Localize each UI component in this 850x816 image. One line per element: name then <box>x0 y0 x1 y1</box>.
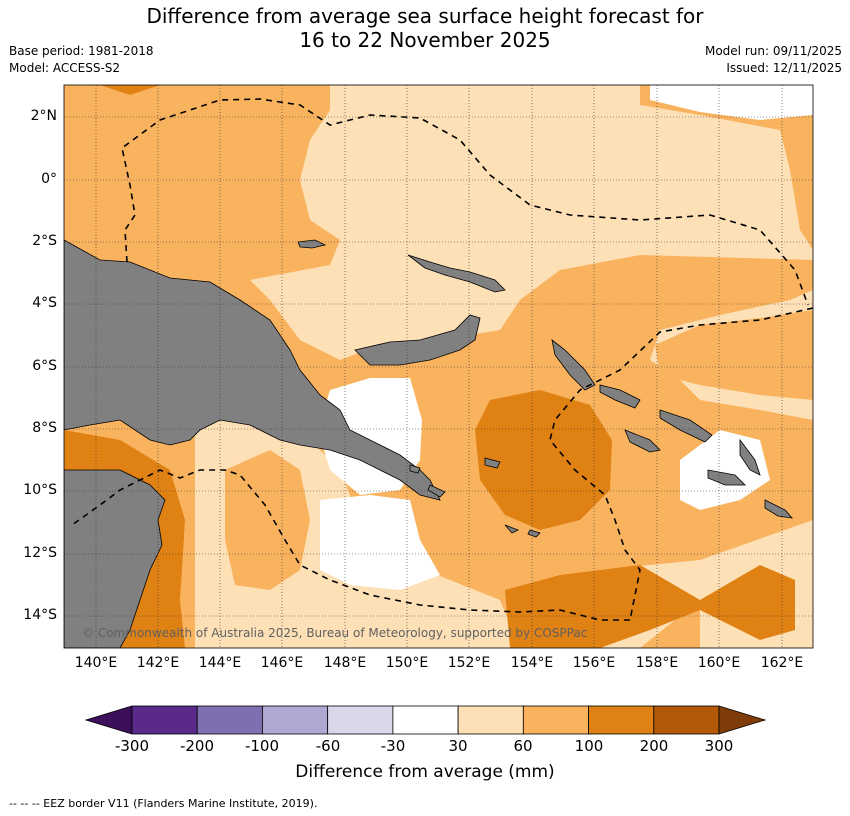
lon-label: 152°E <box>447 655 491 671</box>
map-panel: © Commonwealth of Australia 2025, Bureau… <box>63 84 814 649</box>
land-new-ireland <box>407 254 506 293</box>
colorbar-segment <box>131 705 198 735</box>
anomaly-field-100-200-south <box>505 565 795 648</box>
colorbar-tick: 100 <box>574 737 604 755</box>
colorbar-segment <box>588 705 655 735</box>
meta-right: Model run: 09/11/2025 Issued: 12/11/2025 <box>705 43 842 77</box>
lat-label: 6°S <box>32 358 57 374</box>
colorbar-segment <box>392 705 459 735</box>
eez-footnote: -- -- -- EEZ border V11 (Flanders Marine… <box>9 797 318 810</box>
meta-left: Base period: 1981-2018 Model: ACCESS-S2 <box>9 43 154 77</box>
colorbar-tick: 300 <box>704 737 734 755</box>
anomaly-field-60-100-east <box>655 310 813 400</box>
graticule <box>64 85 813 648</box>
lat-label: 0° <box>41 171 57 187</box>
lon-label: 154°E <box>510 655 554 671</box>
land-solomons-3 <box>624 429 661 453</box>
anomaly-field-100-200-north <box>100 85 160 95</box>
neutral-area-south <box>320 495 440 590</box>
lat-label: 8°S <box>32 420 57 436</box>
map-frame <box>63 84 814 649</box>
colorbar-tick: 30 <box>448 737 468 755</box>
lat-label: 2°S <box>32 233 57 249</box>
lon-label: 142°E <box>136 655 180 671</box>
lon-label: 162°E <box>760 655 804 671</box>
colorbar-arrow-high <box>718 705 767 735</box>
land-solomons-5 <box>707 469 746 486</box>
land-australia-cape-york <box>64 469 166 648</box>
colorbar-tick: 200 <box>639 737 669 755</box>
anomaly-field-60-100-southeast <box>760 440 813 520</box>
neutral-area-northeast <box>650 85 813 120</box>
colorbar-arrow-low <box>84 705 133 735</box>
land-makira <box>764 499 794 519</box>
colorbar-tick: 60 <box>513 737 533 755</box>
colorbar-segment <box>262 705 329 735</box>
lon-label: 156°E <box>572 655 616 671</box>
lon-label: 150°E <box>385 655 429 671</box>
lon-label: 160°E <box>697 655 741 671</box>
lon-label: 146°E <box>260 655 304 671</box>
colorbar-segment <box>522 705 589 735</box>
title-line-1: Difference from average sea surface heig… <box>146 4 704 28</box>
colorbar-tick: -100 <box>244 737 280 755</box>
eez-border-png-east <box>549 307 813 621</box>
colorbar-tick: -300 <box>114 737 150 755</box>
colorbar-segment <box>457 705 524 735</box>
base-period: Base period: 1981-2018 <box>9 44 154 58</box>
colorbar-tick: -60 <box>315 737 341 755</box>
model-name: Model: ACCESS-S2 <box>9 61 121 75</box>
colorbar-segment <box>196 705 263 735</box>
lat-label: 4°S <box>32 295 57 311</box>
colorbar <box>84 705 767 735</box>
map-title: Difference from average sea surface heig… <box>0 4 850 52</box>
land-bougainville <box>551 339 596 391</box>
colorbar-segment <box>653 705 720 735</box>
lat-label: 12°S <box>23 545 57 561</box>
lon-label: 148°E <box>323 655 367 671</box>
lon-label: 158°E <box>635 655 679 671</box>
lat-label: 10°S <box>23 482 57 498</box>
colorbar-tick: -200 <box>179 737 215 755</box>
anomaly-field-100-200-central <box>475 390 612 530</box>
land-solomons-4 <box>739 438 761 476</box>
eez-border-png <box>121 98 809 306</box>
model-run: Model run: 09/11/2025 <box>704 44 842 58</box>
lat-label: 14°S <box>23 607 57 623</box>
land-solomons-2 <box>659 409 713 443</box>
title-line-2: 16 to 22 November 2025 <box>299 28 551 52</box>
issued-date: Issued: 12/11/2025 <box>726 61 842 75</box>
colorbar-tick: -30 <box>380 737 406 755</box>
colorbar-segment <box>327 705 394 735</box>
land-louisiade <box>484 457 541 538</box>
anomaly-field-30-60 <box>250 85 813 648</box>
eez-border-south <box>71 469 630 621</box>
anomaly-field-60-100-southwest-patch <box>225 450 310 590</box>
land-solomons-1 <box>599 384 641 409</box>
land-trobriand <box>409 464 446 498</box>
colorbar-label: Difference from average (mm) <box>295 762 555 782</box>
land-new-britain <box>354 314 481 366</box>
lat-label: 2°N <box>30 108 57 124</box>
copyright-notice: © Commonwealth of Australia 2025, Bureau… <box>82 626 587 640</box>
lon-label: 144°E <box>198 655 242 671</box>
lon-label: 140°E <box>74 655 118 671</box>
